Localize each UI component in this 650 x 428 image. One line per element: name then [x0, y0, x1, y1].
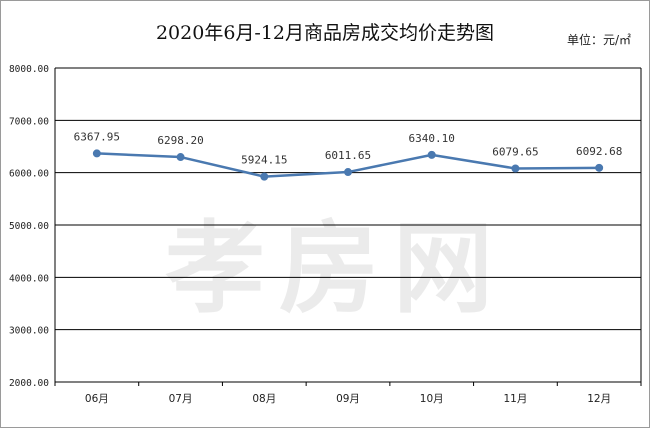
data-point: [427, 150, 436, 159]
x-tick-label: 08月: [252, 393, 276, 405]
data-label: 6367.95: [74, 130, 120, 143]
y-tick-label: 8000.00: [9, 64, 49, 75]
y-tick-label: 4000.00: [9, 273, 49, 284]
y-tick-label: 2000.00: [9, 378, 49, 389]
y-tick-label: 6000.00: [9, 169, 49, 180]
x-tick-label: 12月: [587, 393, 611, 405]
x-tick-label: 10月: [420, 393, 444, 405]
data-point: [92, 149, 101, 158]
y-tick-label: 7000.00: [9, 116, 49, 127]
data-label: 6079.65: [492, 145, 538, 158]
x-tick-label: 11月: [503, 393, 527, 405]
unit-label: 单位：元/㎡: [566, 33, 631, 47]
x-tick-label: 06月: [85, 393, 109, 405]
y-tick-label: 3000.00: [9, 326, 49, 337]
data-label: 6340.10: [409, 132, 455, 145]
y-tick-label: 5000.00: [9, 221, 49, 232]
data-point: [511, 164, 520, 173]
chart-title: 2020年6月-12月商品房成交均价走势图: [155, 22, 495, 44]
data-point: [344, 168, 352, 177]
data-label: 6298.20: [157, 134, 203, 147]
data-point: [595, 163, 604, 172]
data-point: [260, 172, 269, 181]
x-tick-label: 09月: [336, 393, 360, 405]
data-point: [176, 153, 185, 162]
x-tick-label: 07月: [169, 393, 193, 405]
data-label: 6092.68: [576, 145, 622, 158]
data-label: 6011.65: [325, 149, 371, 162]
data-label: 5924.15: [241, 154, 287, 167]
